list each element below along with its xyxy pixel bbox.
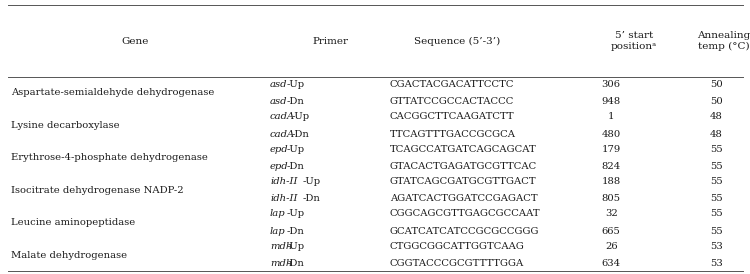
Text: 50: 50 bbox=[710, 80, 723, 89]
Text: 32: 32 bbox=[604, 209, 618, 218]
Text: 306: 306 bbox=[602, 80, 621, 89]
Text: Erythrose-4-phosphate dehydrogenase: Erythrose-4-phosphate dehydrogenase bbox=[11, 153, 208, 162]
Text: cadA: cadA bbox=[270, 130, 296, 139]
Text: idh-II: idh-II bbox=[270, 177, 298, 186]
Text: lap: lap bbox=[270, 209, 286, 218]
Text: 55: 55 bbox=[710, 162, 723, 171]
Text: 480: 480 bbox=[602, 130, 621, 139]
Text: 179: 179 bbox=[602, 144, 621, 153]
Text: 634: 634 bbox=[602, 259, 621, 268]
Text: 55: 55 bbox=[710, 144, 723, 153]
Text: asd: asd bbox=[270, 97, 287, 106]
Text: 53: 53 bbox=[710, 242, 723, 251]
Text: GCATCATCATCCGCGCCGGG: GCATCATCATCCGCGCCGGG bbox=[390, 227, 539, 236]
Text: -Up: -Up bbox=[292, 112, 310, 121]
Text: cadA: cadA bbox=[270, 112, 296, 121]
Text: 50: 50 bbox=[710, 97, 723, 106]
Text: epd: epd bbox=[270, 162, 289, 171]
Text: CGACTACGACATTCCTC: CGACTACGACATTCCTC bbox=[390, 80, 514, 89]
Text: 48: 48 bbox=[710, 112, 723, 121]
Text: Lysine decarboxylase: Lysine decarboxylase bbox=[11, 121, 120, 130]
Text: 948: 948 bbox=[602, 97, 621, 106]
Text: AGATCACTGGATCCGAGACT: AGATCACTGGATCCGAGACT bbox=[390, 195, 538, 204]
Text: -Up: -Up bbox=[286, 144, 304, 153]
Text: Sequence (5’-3’): Sequence (5’-3’) bbox=[414, 36, 501, 46]
Text: Malate dehydrogenase: Malate dehydrogenase bbox=[11, 250, 128, 259]
Text: Isocitrate dehydrogenase NADP-2: Isocitrate dehydrogenase NADP-2 bbox=[11, 186, 184, 195]
Text: -Dn: -Dn bbox=[286, 227, 304, 236]
Text: Aspartate-semialdehyde dehydrogenase: Aspartate-semialdehyde dehydrogenase bbox=[11, 89, 214, 98]
Text: lap: lap bbox=[270, 227, 286, 236]
Text: CACGGCTTCAAGATCTT: CACGGCTTCAAGATCTT bbox=[390, 112, 514, 121]
Text: 55: 55 bbox=[710, 195, 723, 204]
Text: 188: 188 bbox=[602, 177, 621, 186]
Text: 824: 824 bbox=[602, 162, 621, 171]
Text: 55: 55 bbox=[710, 209, 723, 218]
Text: -Up: -Up bbox=[303, 177, 321, 186]
Text: -Dn: -Dn bbox=[286, 97, 304, 106]
Text: TCAGCCATGATCAGCAGCAT: TCAGCCATGATCAGCAGCAT bbox=[390, 144, 537, 153]
Text: -Up: -Up bbox=[286, 242, 304, 251]
Text: GTACACTGAGATGCGTTCAC: GTACACTGAGATGCGTTCAC bbox=[390, 162, 537, 171]
Text: 665: 665 bbox=[602, 227, 621, 236]
Text: 53: 53 bbox=[710, 259, 723, 268]
Text: 1: 1 bbox=[608, 112, 614, 121]
Text: CGGTACCCGCGTTTTGGA: CGGTACCCGCGTTTTGGA bbox=[390, 259, 524, 268]
Text: CTGGCGGCATTGGTCAAG: CTGGCGGCATTGGTCAAG bbox=[390, 242, 525, 251]
Text: 805: 805 bbox=[602, 195, 621, 204]
Text: Annealing
temp (°C): Annealing temp (°C) bbox=[698, 31, 750, 51]
Text: mdh: mdh bbox=[270, 259, 292, 268]
Text: asd: asd bbox=[270, 80, 287, 89]
Text: GTTATCCGCCACTACCC: GTTATCCGCCACTACCC bbox=[390, 97, 514, 106]
Text: -Dn: -Dn bbox=[286, 162, 304, 171]
Text: 5’ start
positionᵃ: 5’ start positionᵃ bbox=[610, 31, 657, 51]
Text: 26: 26 bbox=[605, 242, 617, 251]
Text: epd: epd bbox=[270, 144, 289, 153]
Text: -Dn: -Dn bbox=[292, 130, 310, 139]
Text: 55: 55 bbox=[710, 177, 723, 186]
Text: -Up: -Up bbox=[286, 209, 304, 218]
Text: TTCAGTTTGACCGCGCA: TTCAGTTTGACCGCGCA bbox=[390, 130, 516, 139]
Text: Gene: Gene bbox=[122, 37, 148, 45]
Text: Leucine aminopeptidase: Leucine aminopeptidase bbox=[11, 218, 136, 227]
Text: mdh: mdh bbox=[270, 242, 292, 251]
Text: idh-II: idh-II bbox=[270, 195, 298, 204]
Text: -Dn: -Dn bbox=[303, 195, 321, 204]
Text: -Dn: -Dn bbox=[286, 259, 304, 268]
Text: 55: 55 bbox=[710, 227, 723, 236]
Text: 48: 48 bbox=[710, 130, 723, 139]
Text: CGGCAGCGTTGAGCGCCAAT: CGGCAGCGTTGAGCGCCAAT bbox=[390, 209, 541, 218]
Text: GTATCAGCGATGCGTTGACT: GTATCAGCGATGCGTTGACT bbox=[390, 177, 537, 186]
Text: -Up: -Up bbox=[286, 80, 304, 89]
Text: Primer: Primer bbox=[312, 37, 348, 45]
